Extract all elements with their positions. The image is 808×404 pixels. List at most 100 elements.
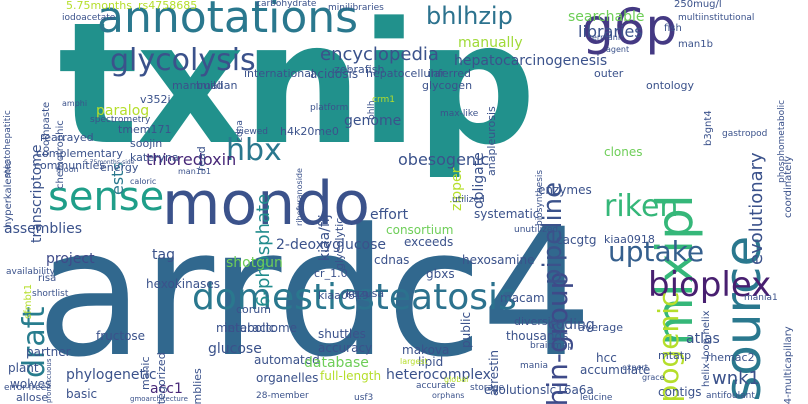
word: manually xyxy=(458,35,523,51)
word: ontology xyxy=(646,79,695,92)
word: obesogenic xyxy=(398,150,490,169)
word: acidosis xyxy=(310,67,359,81)
word: macam xyxy=(500,291,545,305)
word: storage xyxy=(470,383,505,393)
word: 5.75months-side xyxy=(84,159,135,166)
word: ermani xyxy=(592,33,621,42)
word: searchable xyxy=(568,9,645,25)
word: antifoulant xyxy=(706,391,755,401)
word: annotations xyxy=(97,0,359,43)
word: brainmap xyxy=(530,341,574,351)
word: glycolytic xyxy=(333,217,346,270)
word: man1b1 xyxy=(178,167,212,176)
word: mammalian xyxy=(172,79,238,92)
word: zebrafish xyxy=(334,63,385,76)
word: wolves xyxy=(10,377,52,391)
word: orphans xyxy=(432,391,465,400)
word: international xyxy=(244,67,315,80)
word: organelles xyxy=(256,371,319,385)
word: consortium xyxy=(386,223,454,237)
word: automated xyxy=(254,353,320,367)
word: thousands xyxy=(506,329,569,343)
word: mtatp xyxy=(658,349,692,362)
word: spectrometry xyxy=(90,115,151,125)
word: 28-member xyxy=(256,391,309,401)
word: steatohepatitic xyxy=(3,110,13,178)
word: phylogenetic xyxy=(66,367,157,383)
word: build xyxy=(196,79,224,92)
word: multiinstitutional xyxy=(678,13,755,23)
word: gastropod xyxy=(722,129,768,139)
word: sense xyxy=(48,174,165,220)
word: rs4758685 xyxy=(138,0,198,12)
word: kazusa xyxy=(346,287,385,300)
word: project xyxy=(46,251,95,267)
word: fructose xyxy=(96,329,146,343)
word: tmem171 xyxy=(118,123,172,136)
word: diversion xyxy=(514,315,565,328)
word: gbxs xyxy=(426,267,455,281)
word: bhlhzip xyxy=(426,2,513,30)
word: allose xyxy=(16,391,49,404)
word: hexosamine xyxy=(462,253,535,267)
word: arrdc4 xyxy=(36,191,593,396)
word: anapleurosis xyxy=(485,106,498,176)
word: g6p xyxy=(582,0,678,56)
word: manic xyxy=(139,356,152,390)
word: glucose xyxy=(208,341,262,357)
word: mania1 xyxy=(744,293,778,303)
word: sfmbt1 xyxy=(23,283,34,319)
word: encyclopedia xyxy=(320,44,439,65)
word: amphi xyxy=(62,99,88,108)
word: effort xyxy=(370,207,409,223)
word: utilized xyxy=(452,195,485,205)
word: basic xyxy=(66,387,98,401)
word: kiaa0918 xyxy=(604,233,655,246)
word: v352i xyxy=(140,93,171,106)
word: coding xyxy=(548,317,595,333)
word: public xyxy=(459,311,473,348)
word: database xyxy=(304,355,369,371)
word: grace xyxy=(642,373,665,382)
word: accurate xyxy=(416,381,456,391)
word: availability xyxy=(6,267,55,277)
word: fish xyxy=(664,23,682,34)
word: 250mug/l xyxy=(674,0,722,10)
word: minilibraries xyxy=(328,3,384,13)
word: leucine xyxy=(580,393,613,403)
word: evolutionary xyxy=(746,152,767,265)
word: interactome xyxy=(224,321,298,335)
word: caloric xyxy=(130,177,157,186)
word: usf3 xyxy=(354,393,374,403)
word: hbx xyxy=(226,133,282,168)
word: tag xyxy=(152,247,175,263)
word: corum xyxy=(236,303,271,316)
word: riken xyxy=(604,189,679,224)
word: glycolysis xyxy=(110,43,256,78)
word: carbohydrate xyxy=(256,0,317,9)
word: global xyxy=(444,375,469,384)
word: chemotrophic xyxy=(55,120,66,189)
word: mania xyxy=(520,361,549,371)
word: wnk1 xyxy=(712,368,761,389)
word: paralog xyxy=(96,103,150,119)
word: man1b xyxy=(678,39,713,50)
word: average xyxy=(578,321,624,334)
word: ribofuranoside xyxy=(295,168,304,226)
word: shuttles xyxy=(318,327,366,341)
word: atlas xyxy=(686,331,720,347)
word: assemblies xyxy=(4,221,82,237)
word: hcc xyxy=(596,351,617,365)
word: complementary xyxy=(36,147,123,160)
word: cacgtg xyxy=(556,233,597,247)
word: full-length xyxy=(320,369,382,383)
word: enzymes xyxy=(538,183,592,197)
word: hepatocellular xyxy=(366,67,445,80)
word: cdnas xyxy=(374,253,410,267)
word: glycogen xyxy=(422,79,473,92)
word: makova xyxy=(402,343,450,357)
word: slc16a6a xyxy=(540,383,594,397)
word: export xyxy=(622,363,648,372)
word: moon xyxy=(56,165,79,174)
